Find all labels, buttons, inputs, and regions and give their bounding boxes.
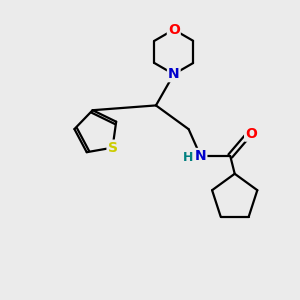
Text: S: S: [107, 141, 118, 155]
Text: N: N: [168, 67, 180, 81]
Text: O: O: [168, 22, 180, 37]
Text: H: H: [183, 151, 193, 164]
Text: O: O: [245, 127, 257, 141]
Text: N: N: [195, 149, 206, 163]
